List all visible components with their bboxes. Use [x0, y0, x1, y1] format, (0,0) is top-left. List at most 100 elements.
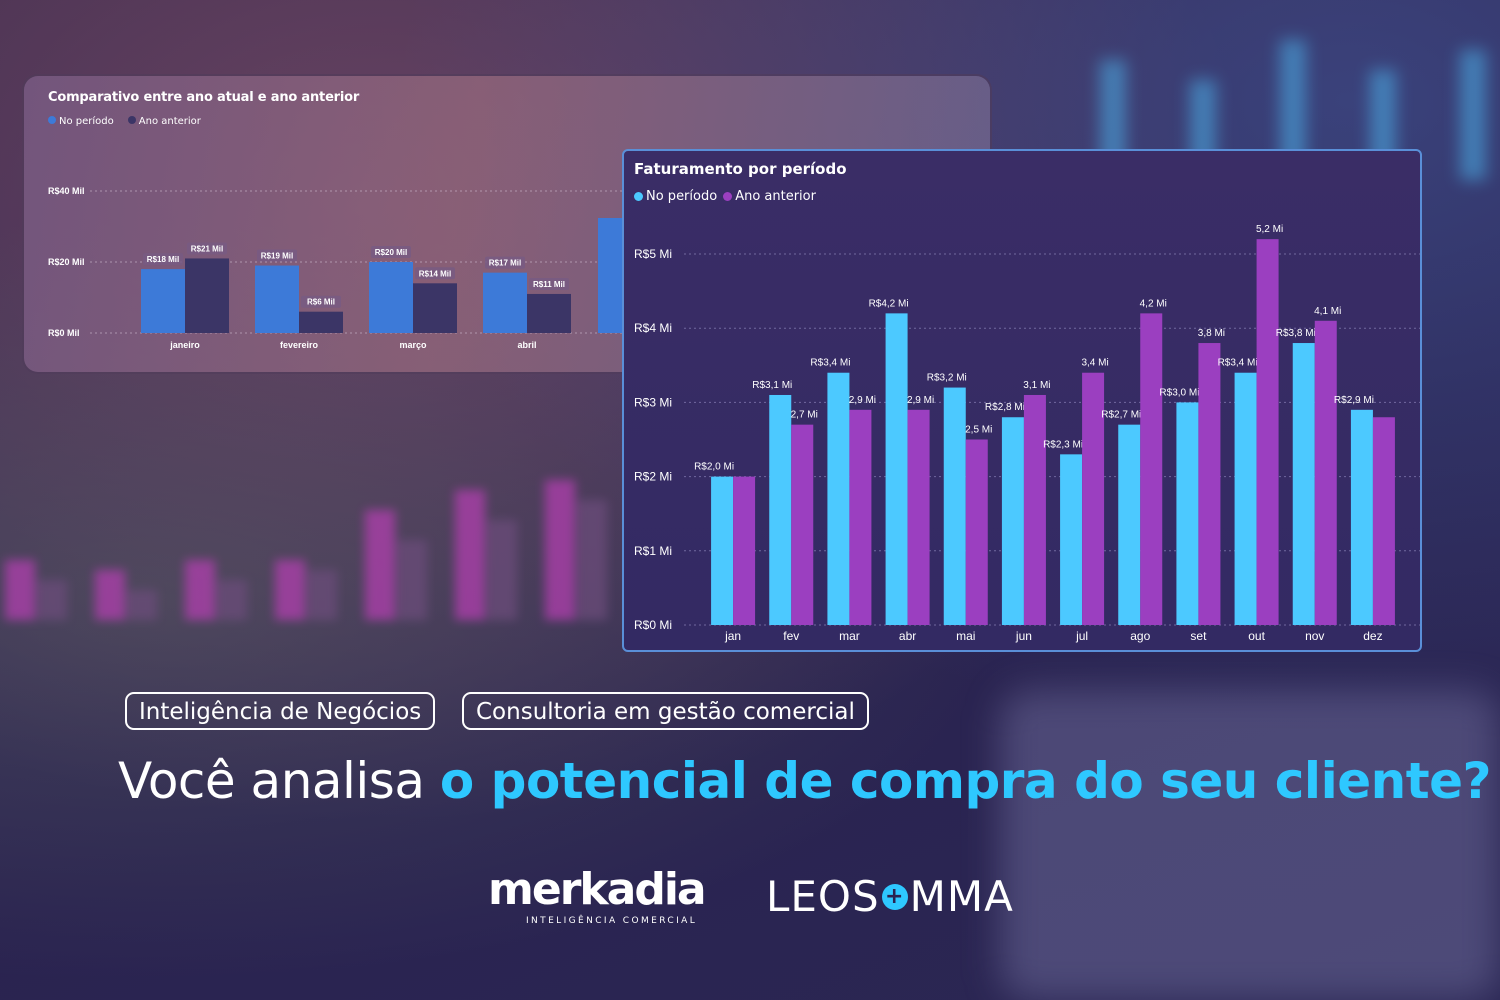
leosomma-logo: LEOS + MMA — [766, 876, 1014, 918]
data-label-current: R$3,0 Mi — [1159, 387, 1199, 398]
x-tick-label: fevereiro — [280, 340, 319, 350]
tag-commercial-consulting: Consultoria em gestão comercial — [462, 692, 869, 730]
bar-previous — [299, 311, 343, 333]
x-tick-label: jun — [1015, 629, 1032, 643]
x-tick-label: set — [1190, 629, 1207, 643]
data-label-previous: 2,9 Mi — [849, 395, 876, 406]
background-bar — [275, 560, 305, 620]
revenue-chart-legend: No período Ano anterior — [634, 189, 816, 204]
bar-previous — [1314, 320, 1337, 625]
x-tick-label: abr — [899, 629, 916, 643]
background-blurred-bars — [5, 480, 607, 620]
bar-previous — [1023, 394, 1046, 625]
bar-previous — [965, 439, 988, 625]
legend-label-previous: Ano anterior — [735, 189, 816, 204]
bar-previous — [1198, 343, 1221, 625]
data-label-previous: 2,9 Mi — [907, 395, 934, 406]
bar-current — [255, 265, 299, 333]
background-blurred-panel — [1000, 690, 1500, 1000]
data-label-current: R$17 Mil — [489, 259, 521, 268]
data-label-current: R$3,2 Mi — [927, 373, 967, 384]
data-label-current: R$2,3 Mi — [1043, 439, 1083, 450]
background-bar — [1460, 50, 1486, 180]
revenue-chart-title: Faturamento por período — [634, 160, 847, 178]
data-label-background — [143, 253, 183, 266]
data-label-previous: 4,2 Mi — [1140, 298, 1167, 309]
data-label-current: R$4,2 Mi — [869, 298, 909, 309]
tag-business-intelligence: Inteligência de Negócios — [125, 692, 436, 730]
data-label-background — [257, 249, 297, 262]
y-tick-label: R$1 Mi — [634, 544, 672, 558]
data-label-previous: R$14 Mil — [419, 269, 451, 278]
background-bar — [487, 520, 517, 620]
y-tick-label: R$3 Mi — [634, 395, 672, 409]
legend-dot-previous — [723, 192, 733, 201]
legend-item-previous: Ano anterior — [723, 189, 816, 204]
data-label-background — [529, 277, 569, 290]
bar-current — [483, 272, 527, 333]
data-label-current: R$3,4 Mi — [1218, 358, 1258, 369]
y-tick-label: R$4 Mi — [634, 321, 672, 335]
data-label-previous: R$11 Mil — [533, 280, 565, 289]
data-label-current: R$18 Mil — [147, 255, 179, 264]
bar-previous — [185, 258, 229, 333]
legend-item-current: No período — [48, 116, 114, 127]
data-label-current: R$2,7 Mi — [1101, 410, 1141, 421]
data-label-previous: 5,2 Mi — [1256, 224, 1283, 235]
bar-previous — [1372, 417, 1395, 625]
x-tick-label: nov — [1305, 629, 1324, 643]
bar-previous — [1082, 372, 1105, 625]
bar-previous — [791, 424, 814, 625]
bar-current — [1060, 454, 1083, 625]
y-tick-label: R$20 Mil — [48, 257, 85, 267]
bar-current — [1234, 372, 1257, 625]
data-label-background — [371, 246, 411, 258]
background-bar — [577, 500, 607, 620]
data-label-previous: 4,1 Mi — [1314, 306, 1341, 317]
x-tick-label: fev — [783, 629, 799, 643]
bar-previous — [1140, 313, 1163, 625]
data-label-background — [187, 242, 227, 255]
bar-current — [1001, 417, 1024, 625]
legend-item-previous: Ano anterior — [127, 116, 201, 127]
x-tick-label: out — [1248, 629, 1265, 643]
y-tick-label: R$0 Mi — [634, 618, 672, 632]
bar-current — [1292, 343, 1315, 625]
bar-current — [1350, 409, 1373, 625]
background-bar — [95, 570, 125, 620]
bar-previous — [413, 283, 457, 333]
background-bar — [397, 540, 427, 620]
legend-dot-current — [634, 192, 643, 201]
comparison-chart-legend: No período Ano anterior — [48, 116, 201, 127]
legend-label-previous: Ano anterior — [138, 116, 201, 127]
bar-current — [769, 394, 792, 625]
data-label-previous: 3,4 Mi — [1081, 358, 1108, 369]
data-label-current: R$2,9 Mi — [1334, 395, 1374, 406]
bar-current — [141, 269, 185, 333]
bar-current — [827, 372, 850, 625]
y-tick-label: R$0 Mil — [48, 328, 80, 338]
comparison-chart-plot: R$0 Mil R$20 Mil R$40 Mil R$18 Mil R$21 Mil j… — [48, 186, 628, 350]
x-tick-label: ago — [1130, 629, 1150, 643]
data-label-previous: R$6 Mil — [307, 298, 335, 307]
leosomma-logo-part1: LEOS — [766, 872, 880, 921]
y-tick-label: R$5 Mi — [634, 247, 672, 261]
x-tick-label: dez — [1363, 629, 1382, 643]
data-label-current: R$2,0 Mi — [694, 462, 734, 473]
bar-current — [1118, 424, 1141, 625]
headline-part2: o potencial de compra do seu cliente? — [439, 752, 1492, 810]
headline-part1: Você analisa — [118, 752, 440, 810]
bar-previous — [907, 409, 930, 625]
bar-current — [943, 387, 966, 625]
legend-dot-previous — [127, 116, 136, 124]
legend-label-current: No período — [646, 189, 718, 204]
data-label-previous: 2,5 Mi — [965, 425, 992, 436]
background-bar — [185, 560, 215, 620]
data-label-current: R$19 Mil — [261, 252, 293, 261]
data-label-current: R$3,8 Mi — [1276, 328, 1316, 339]
merkadia-logo-subtitle: INTELIGÊNCIA COMERCIAL — [526, 916, 698, 926]
background-bar — [127, 590, 157, 620]
merkadia-logo: merkadia — [488, 864, 707, 915]
data-label-background — [415, 267, 455, 280]
x-tick-label: março — [399, 340, 427, 350]
